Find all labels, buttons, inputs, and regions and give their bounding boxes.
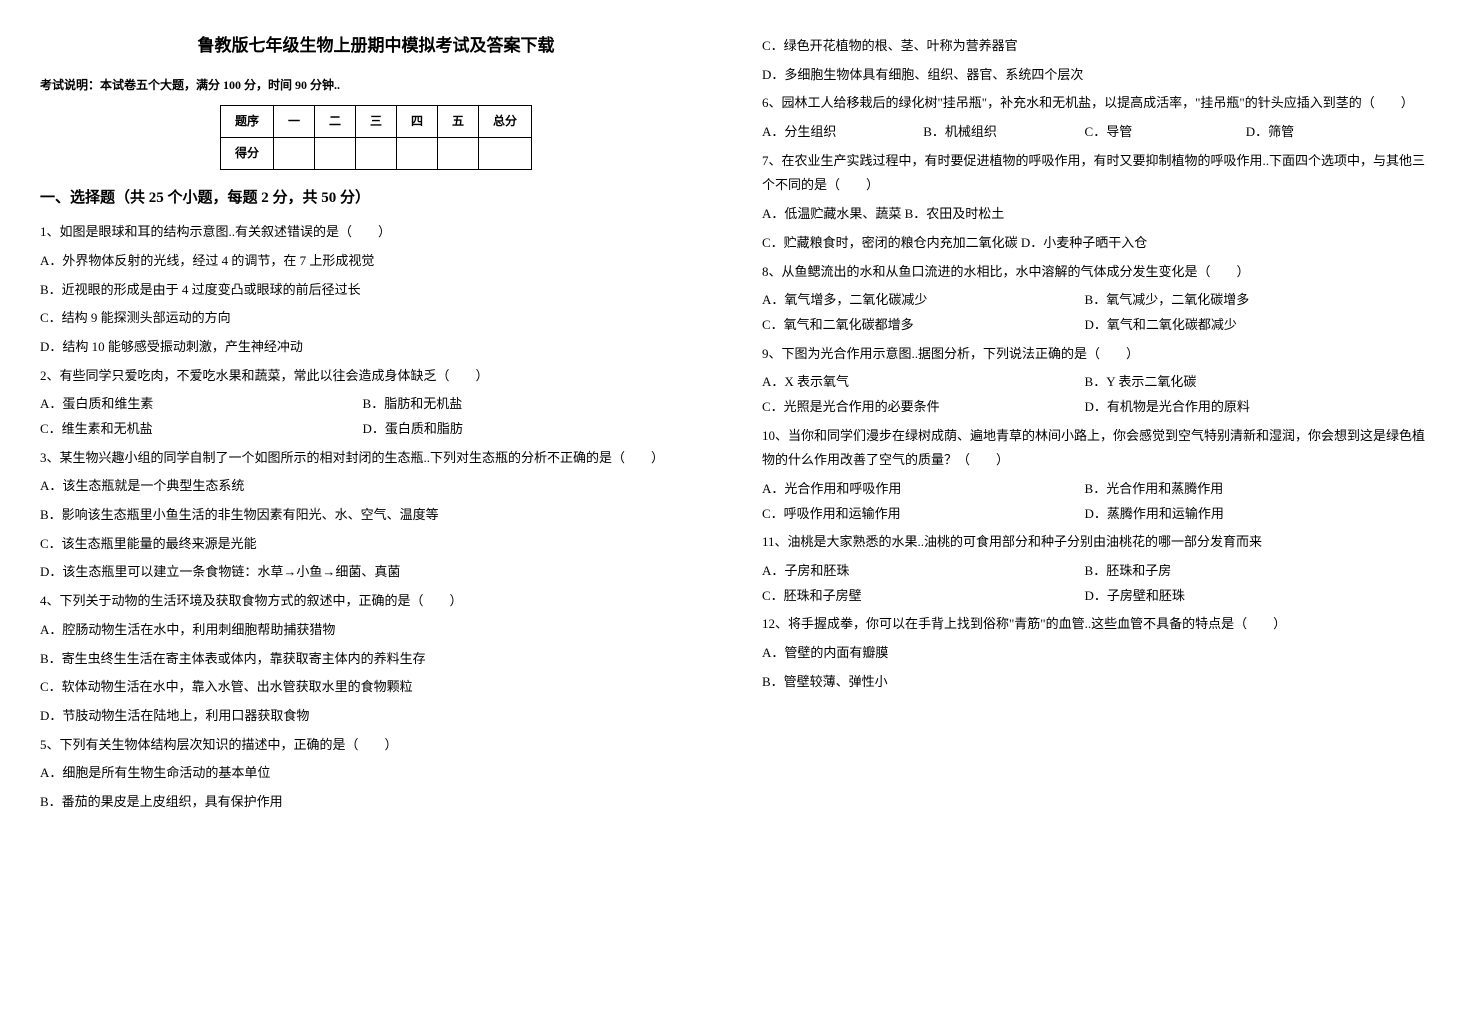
options-row: C．呼吸作用和运输作用 D．蒸腾作用和运输作用 bbox=[762, 502, 1434, 527]
question-11: 11、油桃是大家熟悉的水果..油桃的可食用部分和种子分别由油桃花的哪一部分发育而… bbox=[762, 530, 1434, 555]
question-7: 7、在农业生产实践过程中，有时要促进植物的呼吸作用，有时又要抑制植物的呼吸作用.… bbox=[762, 149, 1434, 198]
exam-title: 鲁教版七年级生物上册期中模拟考试及答案下载 bbox=[40, 30, 712, 62]
options-row: A．子房和胚珠 B．胚珠和子房 bbox=[762, 559, 1434, 584]
option: C．呼吸作用和运输作用 bbox=[762, 502, 1085, 527]
option: C．贮藏粮食时，密闭的粮仓内充加二氧化碳 D．小麦种子晒干入仓 bbox=[762, 231, 1434, 256]
question-6: 6、园林工人给移栽后的绿化树"挂吊瓶"，补充水和无机盐，以提高成活率，"挂吊瓶"… bbox=[762, 91, 1434, 116]
score-header-row: 题序 一 二 三 四 五 总分 bbox=[220, 106, 531, 138]
options-row: A．光合作用和呼吸作用 B．光合作用和蒸腾作用 bbox=[762, 477, 1434, 502]
option: A．光合作用和呼吸作用 bbox=[762, 477, 1085, 502]
option: D．蛋白质和脂肪 bbox=[363, 417, 686, 442]
option: A．氧气增多，二氧化碳减少 bbox=[762, 288, 1085, 313]
option: C．氧气和二氧化碳都增多 bbox=[762, 313, 1085, 338]
option: A．外界物体反射的光线，经过 4 的调节，在 7 上形成视觉 bbox=[40, 249, 712, 274]
option: B．脂肪和无机盐 bbox=[363, 392, 686, 417]
options-row: A．蛋白质和维生素 B．脂肪和无机盐 bbox=[40, 392, 712, 417]
score-cell bbox=[355, 137, 396, 169]
option: C．胚珠和子房壁 bbox=[762, 584, 1085, 609]
header-cell: 四 bbox=[397, 106, 438, 138]
header-cell: 总分 bbox=[479, 106, 532, 138]
option: C．软体动物生活在水中，靠入水管、出水管获取水里的食物颗粒 bbox=[40, 675, 712, 700]
option: A．该生态瓶就是一个典型生态系统 bbox=[40, 474, 712, 499]
score-cell bbox=[314, 137, 355, 169]
question-5: 5、下列有关生物体结构层次知识的描述中，正确的是（ ） bbox=[40, 733, 712, 758]
question-12: 12、将手握成拳，你可以在手背上找到俗称"青筋"的血管..这些血管不具备的特点是… bbox=[762, 612, 1434, 637]
question-4: 4、下列关于动物的生活环境及获取食物方式的叙述中，正确的是（ ） bbox=[40, 589, 712, 614]
option: D．多细胞生物体具有细胞、组织、器官、系统四个层次 bbox=[762, 63, 1434, 88]
exam-page: 鲁教版七年级生物上册期中模拟考试及答案下载 考试说明：本试卷五个大题，满分 10… bbox=[40, 30, 1434, 819]
score-cell bbox=[438, 137, 479, 169]
option: C．维生素和无机盐 bbox=[40, 417, 363, 442]
option: A．腔肠动物生活在水中，利用刺细胞帮助捕获猎物 bbox=[40, 618, 712, 643]
options-row: C．维生素和无机盐 D．蛋白质和脂肪 bbox=[40, 417, 712, 442]
option: A．分生组织 bbox=[762, 120, 923, 145]
options-row: C．氧气和二氧化碳都增多 D．氧气和二氧化碳都减少 bbox=[762, 313, 1434, 338]
header-cell: 题序 bbox=[220, 106, 273, 138]
score-cell bbox=[479, 137, 532, 169]
header-cell: 二 bbox=[314, 106, 355, 138]
header-cell: 五 bbox=[438, 106, 479, 138]
question-8: 8、从鱼鳃流出的水和从鱼口流进的水相比，水中溶解的气体成分发生变化是（ ） bbox=[762, 260, 1434, 285]
header-cell: 三 bbox=[355, 106, 396, 138]
option: B．番茄的果皮是上皮组织，具有保护作用 bbox=[40, 790, 712, 815]
option: B．光合作用和蒸腾作用 bbox=[1085, 477, 1408, 502]
question-1: 1、如图是眼球和耳的结构示意图..有关叙述错误的是（ ） bbox=[40, 220, 712, 245]
header-cell: 一 bbox=[273, 106, 314, 138]
option: A．X 表示氧气 bbox=[762, 370, 1085, 395]
option: C．绿色开花植物的根、茎、叶称为营养器官 bbox=[762, 34, 1434, 59]
options-row: C．胚珠和子房壁 D．子房壁和胚珠 bbox=[762, 584, 1434, 609]
option: C．结构 9 能探测头部运动的方向 bbox=[40, 306, 712, 331]
option: B．机械组织 bbox=[923, 120, 1084, 145]
option: B．寄生虫终生生活在寄主体表或体内，靠获取寄主体内的养料生存 bbox=[40, 647, 712, 672]
option: D．蒸腾作用和运输作用 bbox=[1085, 502, 1408, 527]
score-table: 题序 一 二 三 四 五 总分 得分 bbox=[220, 105, 532, 170]
score-value-row: 得分 bbox=[220, 137, 531, 169]
options-row: A．氧气增多，二氧化碳减少 B．氧气减少，二氧化碳增多 bbox=[762, 288, 1434, 313]
option: A．低温贮藏水果、蔬菜 B．农田及时松土 bbox=[762, 202, 1434, 227]
option: C．光照是光合作用的必要条件 bbox=[762, 395, 1085, 420]
option: A．管壁的内面有瓣膜 bbox=[762, 641, 1434, 666]
question-9: 9、下图为光合作用示意图..据图分析，下列说法正确的是（ ） bbox=[762, 342, 1434, 367]
right-column: C．绿色开花植物的根、茎、叶称为营养器官 D．多细胞生物体具有细胞、组织、器官、… bbox=[762, 30, 1434, 819]
score-cell bbox=[397, 137, 438, 169]
left-column: 鲁教版七年级生物上册期中模拟考试及答案下载 考试说明：本试卷五个大题，满分 10… bbox=[40, 30, 712, 819]
option: C．该生态瓶里能量的最终来源是光能 bbox=[40, 532, 712, 557]
option: B．影响该生态瓶里小鱼生活的非生物因素有阳光、水、空气、温度等 bbox=[40, 503, 712, 528]
option: D．结构 10 能够感受振动刺激，产生神经冲动 bbox=[40, 335, 712, 360]
option: D．该生态瓶里可以建立一条食物链：水草→小鱼→细菌、真菌 bbox=[40, 560, 712, 585]
options-row: C．光照是光合作用的必要条件 D．有机物是光合作用的原料 bbox=[762, 395, 1434, 420]
option: D．氧气和二氧化碳都减少 bbox=[1085, 313, 1408, 338]
exam-note: 考试说明：本试卷五个大题，满分 100 分，时间 90 分钟.. bbox=[40, 74, 712, 97]
option: B．管壁较薄、弹性小 bbox=[762, 670, 1434, 695]
option: A．细胞是所有生物生命活动的基本单位 bbox=[40, 761, 712, 786]
options-row: A．X 表示氧气 B．Y 表示二氧化碳 bbox=[762, 370, 1434, 395]
question-10: 10、当你和同学们漫步在绿树成荫、遍地青草的林间小路上，你会感觉到空气特别清新和… bbox=[762, 424, 1434, 473]
row-label: 得分 bbox=[220, 137, 273, 169]
option: D．筛管 bbox=[1246, 120, 1407, 145]
score-cell bbox=[273, 137, 314, 169]
option: C．导管 bbox=[1085, 120, 1246, 145]
option: D．节肢动物生活在陆地上，利用口器获取食物 bbox=[40, 704, 712, 729]
option: B．近视眼的形成是由于 4 过度变凸或眼球的前后径过长 bbox=[40, 278, 712, 303]
option: A．蛋白质和维生素 bbox=[40, 392, 363, 417]
option: B．Y 表示二氧化碳 bbox=[1085, 370, 1408, 395]
option: D．子房壁和胚珠 bbox=[1085, 584, 1408, 609]
options-row: A．分生组织 B．机械组织 C．导管 D．筛管 bbox=[762, 120, 1434, 145]
option: B．氧气减少，二氧化碳增多 bbox=[1085, 288, 1408, 313]
option: A．子房和胚珠 bbox=[762, 559, 1085, 584]
option: B．胚珠和子房 bbox=[1085, 559, 1408, 584]
option: D．有机物是光合作用的原料 bbox=[1085, 395, 1408, 420]
question-3: 3、某生物兴趣小组的同学自制了一个如图所示的相对封闭的生态瓶..下列对生态瓶的分… bbox=[40, 446, 712, 471]
section-1-heading: 一、选择题（共 25 个小题，每题 2 分，共 50 分） bbox=[40, 184, 712, 213]
question-2: 2、有些同学只爱吃肉，不爱吃水果和蔬菜，常此以往会造成身体缺乏（ ） bbox=[40, 364, 712, 389]
